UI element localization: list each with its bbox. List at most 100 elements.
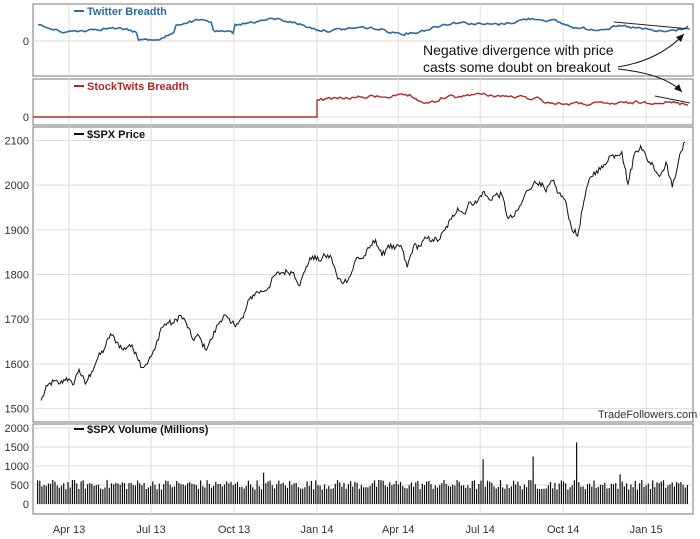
volume-bar [499,480,502,504]
volume-bar [65,489,67,504]
volume-bar [393,484,395,504]
stocktwits-y-tick-0: 0 [23,112,29,124]
volume-bar [37,480,39,504]
volume-bar [202,486,204,504]
volume-bar [365,487,367,504]
volume-bar [297,487,299,504]
volume-bar [423,485,426,504]
annotation-line-1: Negative divergence with price [423,42,614,58]
volume-bar [667,485,669,504]
volume-bar [441,483,443,504]
volume-bar [589,483,591,504]
volume-bar [549,482,552,504]
volume-bar [102,489,104,504]
volume-bar [239,487,241,504]
volume-bar [45,485,47,504]
volume-bar [78,488,80,504]
volume-bar [434,485,436,504]
volume-bar [545,488,547,504]
volume-bar [402,485,404,504]
volume-bar [426,481,428,504]
volume-bar [106,479,108,504]
volume-bar [191,483,193,504]
volume-bar [671,482,673,504]
volume-bar [652,480,654,504]
volume-bar [56,485,58,504]
volume-bar [347,484,349,504]
volume-y-tick-3: 1500 [5,442,29,454]
volume-bar [371,483,373,504]
volume-bar [645,485,647,504]
volume-bar [678,483,680,504]
volume-bar [354,481,356,504]
volume-bar [602,485,604,504]
x-tick-label-5: Jul 14 [466,524,495,536]
volume-bar [250,484,252,504]
volume-bar [93,485,95,504]
legend-twitter: Twitter Breadth [74,6,167,18]
legend-price: $SPX Price [74,129,145,141]
volume-bar [319,485,321,504]
volume-bar [606,488,608,504]
divergence-trend-line-stocktwits [654,95,691,104]
volume-bar [284,485,286,504]
volume-bar [71,480,73,504]
price-y-tick-5: 2000 [5,180,29,192]
volume-bar [306,481,308,504]
volume-bar [660,481,662,504]
volume-bar [156,489,158,504]
volume-bar [476,488,478,504]
volume-bar [421,483,423,504]
volume-bar [534,484,536,504]
volume-bar [60,485,63,504]
volume-bar [171,487,173,504]
volume-bar [582,486,584,504]
volume-bar [573,480,575,504]
volume-bar [508,488,510,504]
volume-bar [147,487,149,504]
volume-bar [591,486,593,504]
volume-bar [676,482,678,504]
volume-bar [154,484,156,504]
price-y-tick-3: 1800 [5,270,29,282]
volume-bar [417,480,419,504]
volume-bar [456,480,458,504]
volume-bar [565,483,567,504]
volume-bar [163,484,165,504]
volume-bar [260,489,263,504]
volume-bar [208,483,210,504]
price-y-tick-4: 1900 [5,225,29,237]
volume-bar [619,474,621,504]
volume-bar [465,487,467,504]
volume-bar [632,487,634,504]
x-tick-label-4: Apr 14 [382,524,414,536]
volume-bar [532,456,534,504]
volume-bar [265,483,267,504]
watermark: TradeFollowers.com [598,409,697,421]
volume-bar [491,482,493,504]
volume-bar [612,484,615,504]
volume-bar [291,485,293,504]
volume-bar [382,480,384,504]
volume-bar [454,485,456,504]
volume-bar [323,484,326,504]
volume-bar [173,486,176,504]
volume-bar [47,483,50,504]
volume-bar [145,489,147,504]
volume-bar [615,483,617,504]
volume-bar [634,480,636,504]
volume-bar [276,484,278,504]
twitter-panel [32,3,694,77]
volume-bar [100,488,102,504]
volume-bar [341,486,343,504]
volume-bar [439,485,441,504]
volume-bar [132,485,134,504]
volume-bar [247,480,249,504]
volume-bar [169,484,171,504]
tick-labels: Apr 13 Jul 13 Oct 13 Jan 14 Apr 14 Jul 14 Oct … [5,36,663,536]
volume-bar [219,483,221,504]
volume-bar [278,480,280,504]
price-y-tick-0: 1500 [5,404,29,416]
volume-bar [597,487,599,504]
volume-bar [406,488,408,504]
